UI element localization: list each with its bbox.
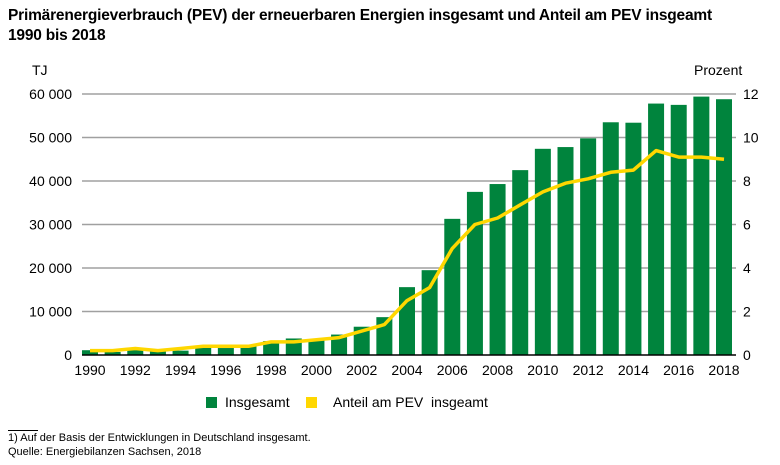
- x-tick-label: 2002: [346, 362, 377, 378]
- bar-2000: [308, 339, 325, 355]
- bar-1992: [127, 347, 144, 355]
- bar-2016: [670, 104, 687, 355]
- bar-2010: [534, 148, 551, 355]
- legend-swatch-yellow: [306, 396, 317, 408]
- bar-1997: [240, 345, 257, 355]
- legend-label: Insgesamt: [225, 394, 290, 410]
- bar-2012: [580, 138, 597, 355]
- x-tick-label: 2008: [482, 362, 513, 378]
- left-tick-label: 50 000: [29, 130, 72, 146]
- bar-2018: [716, 99, 732, 355]
- right-tick-label: 12: [743, 86, 759, 102]
- bar-1990: [82, 350, 98, 355]
- legend-label: Anteil am PEV insgeamt: [333, 394, 488, 410]
- x-tick-label: 2012: [573, 362, 604, 378]
- x-tick-label: 1998: [256, 362, 287, 378]
- bar-2005: [421, 270, 438, 355]
- source-note: Quelle: Energiebilanzen Sachsen, 2018: [8, 446, 202, 458]
- bar-1994: [172, 350, 189, 355]
- x-tick-label: 2016: [663, 362, 694, 378]
- bar-2007: [466, 191, 483, 355]
- legend-swatch-green: [206, 396, 217, 408]
- right-tick-label: 8: [743, 173, 751, 189]
- right-tick-label: 10: [743, 130, 759, 146]
- bar-1998: [263, 341, 280, 355]
- bar-2017: [693, 96, 710, 356]
- title-line-2: 1990 bis 2018: [8, 27, 106, 44]
- bar-2014: [625, 122, 642, 356]
- bar-1995: [195, 346, 212, 355]
- left-tick-label: 60 000: [29, 86, 72, 102]
- bar-2008: [489, 184, 506, 355]
- bar-1993: [149, 350, 166, 355]
- chart-title: Primärenergieverbrauch (PEV) der erneuer…: [8, 6, 712, 46]
- legend-item-insgesamt: Insgesamt: [206, 394, 290, 410]
- x-tick-label: 2004: [391, 362, 422, 378]
- right-tick-label: 6: [743, 217, 751, 233]
- bar-1991: [104, 351, 121, 355]
- x-tick-label: 1996: [210, 362, 241, 378]
- x-tick-label: 2000: [301, 362, 332, 378]
- left-tick-label: 20 000: [29, 260, 72, 276]
- bar-2013: [602, 122, 619, 356]
- left-tick-label: 10 000: [29, 304, 72, 320]
- x-tick-label: 1994: [165, 362, 196, 378]
- left-tick-label: 0: [64, 347, 72, 363]
- x-tick-label: 2010: [527, 362, 558, 378]
- right-tick-label: 2: [743, 304, 751, 320]
- title-line-1: Primärenergieverbrauch (PEV) der erneuer…: [8, 7, 712, 24]
- bar-2006: [444, 218, 461, 355]
- left-tick-label: 40 000: [29, 173, 72, 189]
- bar-1996: [217, 348, 234, 355]
- footnote-rule: [8, 430, 38, 431]
- bar-2009: [512, 170, 529, 355]
- x-tick-label: 2006: [437, 362, 468, 378]
- legend-item-anteil: Anteil am PEV insgeamt: [306, 394, 488, 410]
- left-tick-label: 30 000: [29, 217, 72, 233]
- bar-2015: [648, 103, 665, 355]
- x-tick-label: 2018: [708, 362, 739, 378]
- x-tick-label: 1992: [120, 362, 151, 378]
- x-tick-label: 1990: [74, 362, 105, 378]
- left-axis-label: TJ: [32, 62, 48, 78]
- right-axis-label: Prozent: [694, 62, 743, 78]
- x-tick-label: 2014: [618, 362, 649, 378]
- footnote: 1) Auf der Basis der Entwicklungen in De…: [8, 432, 311, 444]
- right-tick-label: 4: [743, 260, 751, 276]
- bar-2011: [557, 147, 574, 355]
- right-tick-label: 0: [743, 347, 751, 363]
